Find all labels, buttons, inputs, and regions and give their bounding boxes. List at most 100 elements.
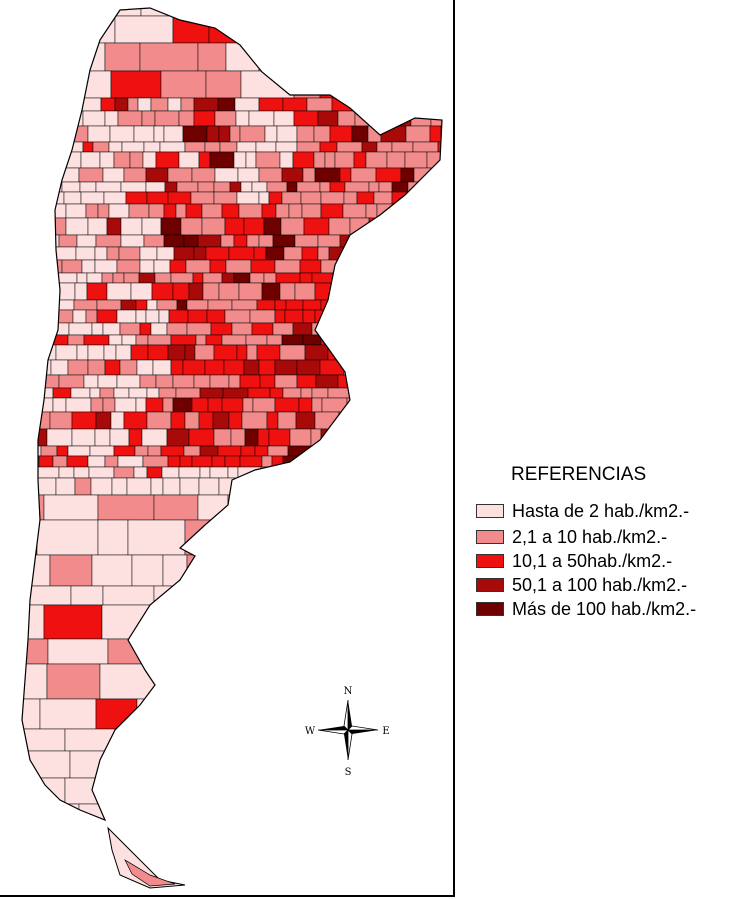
department-region <box>10 152 21 168</box>
department-region <box>191 167 216 183</box>
department-region <box>76 272 88 284</box>
department-region <box>279 494 323 521</box>
department-region <box>399 663 442 700</box>
department-region <box>116 259 141 274</box>
department-region <box>218 125 231 143</box>
department-region <box>199 466 211 479</box>
department-region <box>302 309 316 324</box>
department-region <box>258 97 284 112</box>
department-region <box>213 428 232 447</box>
department-region <box>285 698 311 730</box>
department-region <box>393 750 440 779</box>
department-region <box>164 181 178 193</box>
department-region <box>101 272 114 284</box>
department-region <box>346 309 363 324</box>
department-region <box>22 309 34 324</box>
department-region <box>128 203 150 219</box>
department-region <box>182 698 225 730</box>
department-region <box>281 334 304 346</box>
department-region <box>275 203 290 219</box>
department-region <box>22 70 53 99</box>
department-region <box>383 97 407 112</box>
department-region <box>55 344 78 361</box>
department-region <box>238 203 263 219</box>
department-region <box>69 750 110 779</box>
department-region <box>392 334 412 346</box>
department-region <box>146 411 172 430</box>
department-region <box>22 604 45 640</box>
department-region <box>66 141 84 153</box>
department-region <box>302 299 322 311</box>
department-region <box>380 387 405 399</box>
department-region <box>416 203 432 219</box>
department-region <box>448 152 456 168</box>
department-region <box>337 282 361 301</box>
department-region <box>370 42 412 72</box>
department-region <box>351 97 366 112</box>
department-region <box>426 151 442 169</box>
department-region <box>426 191 442 205</box>
department-region <box>25 374 38 389</box>
department-region <box>22 8 69 17</box>
department-region <box>317 234 341 248</box>
department-region <box>303 217 330 236</box>
department-region <box>250 777 310 805</box>
department-region <box>10 412 20 429</box>
department-region <box>226 750 261 779</box>
department-region <box>433 70 442 99</box>
department-region <box>294 234 319 248</box>
department-region <box>275 141 298 153</box>
department-region <box>63 191 82 205</box>
department-region <box>444 820 456 839</box>
department-region <box>143 234 165 248</box>
department-region <box>150 97 169 112</box>
department-region <box>80 42 106 72</box>
department-region <box>151 282 174 301</box>
department-region <box>237 477 259 496</box>
department-region <box>250 259 276 274</box>
department-region <box>151 638 195 665</box>
department-region <box>224 217 245 236</box>
department-region <box>288 554 331 587</box>
department-region <box>221 397 244 413</box>
department-region <box>367 246 393 261</box>
department-region <box>388 839 445 864</box>
department-region <box>320 191 345 205</box>
department-region <box>375 167 402 183</box>
department-region <box>198 777 252 805</box>
department-region <box>199 387 224 399</box>
department-region <box>378 181 393 193</box>
department-region <box>187 309 208 324</box>
department-region <box>233 151 247 169</box>
department-region <box>321 494 372 521</box>
department-region <box>414 411 438 430</box>
department-region <box>50 359 69 376</box>
department-region <box>22 191 28 205</box>
department-region <box>398 411 416 430</box>
department-region <box>340 638 382 665</box>
department-region <box>102 585 155 606</box>
department-region <box>359 282 379 301</box>
department-region <box>421 494 442 521</box>
department-region <box>296 374 317 389</box>
department-region <box>397 203 418 219</box>
department-region <box>317 110 339 127</box>
department-region <box>426 97 438 112</box>
department-region <box>283 246 303 261</box>
department-region <box>67 8 99 17</box>
department-region <box>437 374 442 389</box>
department-region <box>199 445 219 457</box>
department-region <box>72 309 87 324</box>
department-region <box>22 519 38 556</box>
department-region <box>369 259 392 274</box>
department-region <box>426 374 439 389</box>
department-region <box>22 151 44 169</box>
department-region <box>329 181 346 193</box>
department-region <box>368 334 394 346</box>
department-region <box>297 585 326 606</box>
department-region <box>111 477 128 496</box>
department-region <box>313 125 331 143</box>
department-region <box>90 397 104 413</box>
department-region <box>268 428 291 447</box>
department-region <box>419 181 442 193</box>
